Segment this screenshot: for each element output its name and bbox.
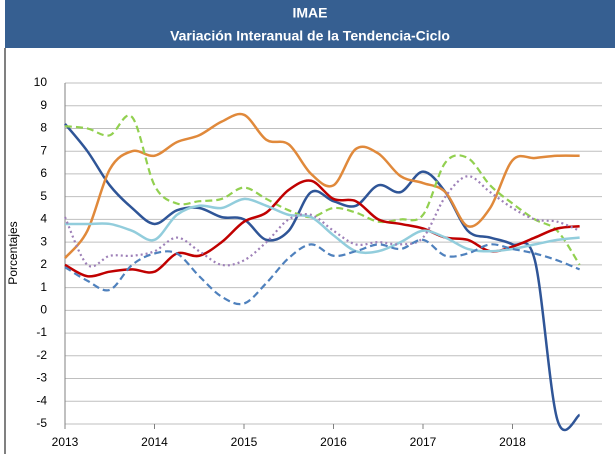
y-tick-label: 1 bbox=[40, 280, 47, 294]
title-banner bbox=[5, 0, 615, 48]
y-tick-label: 10 bbox=[34, 75, 48, 89]
x-tick-label: 2013 bbox=[52, 435, 79, 449]
series-line bbox=[64, 238, 581, 306]
series-line bbox=[64, 123, 581, 431]
chart-title: IMAE bbox=[293, 5, 328, 21]
x-tick-label: 2018 bbox=[499, 435, 526, 449]
series-line bbox=[64, 112, 580, 259]
series-line bbox=[64, 114, 581, 266]
y-tick-label: 5 bbox=[40, 189, 47, 203]
y-tick-label: 4 bbox=[40, 212, 47, 226]
y-tick-label: -5 bbox=[36, 416, 47, 430]
y-axis-label: Porcentajes bbox=[6, 221, 20, 284]
y-tick-label: -3 bbox=[36, 371, 47, 385]
y-tick-label: -2 bbox=[36, 348, 47, 362]
y-tick-label: 7 bbox=[40, 143, 47, 157]
series-line bbox=[64, 197, 580, 255]
y-tick-label: 8 bbox=[40, 121, 47, 135]
x-tick-label: 2015 bbox=[231, 435, 258, 449]
x-tick-label: 2016 bbox=[320, 435, 347, 449]
x-tick-label: 2017 bbox=[410, 435, 437, 449]
chart-subtitle: Variación Interanual de la Tendencia-Cic… bbox=[170, 28, 450, 44]
y-tick-label: 6 bbox=[40, 166, 47, 180]
x-tick-label: 2014 bbox=[141, 435, 168, 449]
y-tick-label: 2 bbox=[40, 257, 47, 271]
y-tick-label: -1 bbox=[36, 325, 47, 339]
y-tick-label: 3 bbox=[40, 234, 47, 248]
y-tick-label: 9 bbox=[40, 98, 47, 112]
y-tick-label: -4 bbox=[36, 393, 47, 407]
y-tick-label: 0 bbox=[40, 303, 47, 317]
